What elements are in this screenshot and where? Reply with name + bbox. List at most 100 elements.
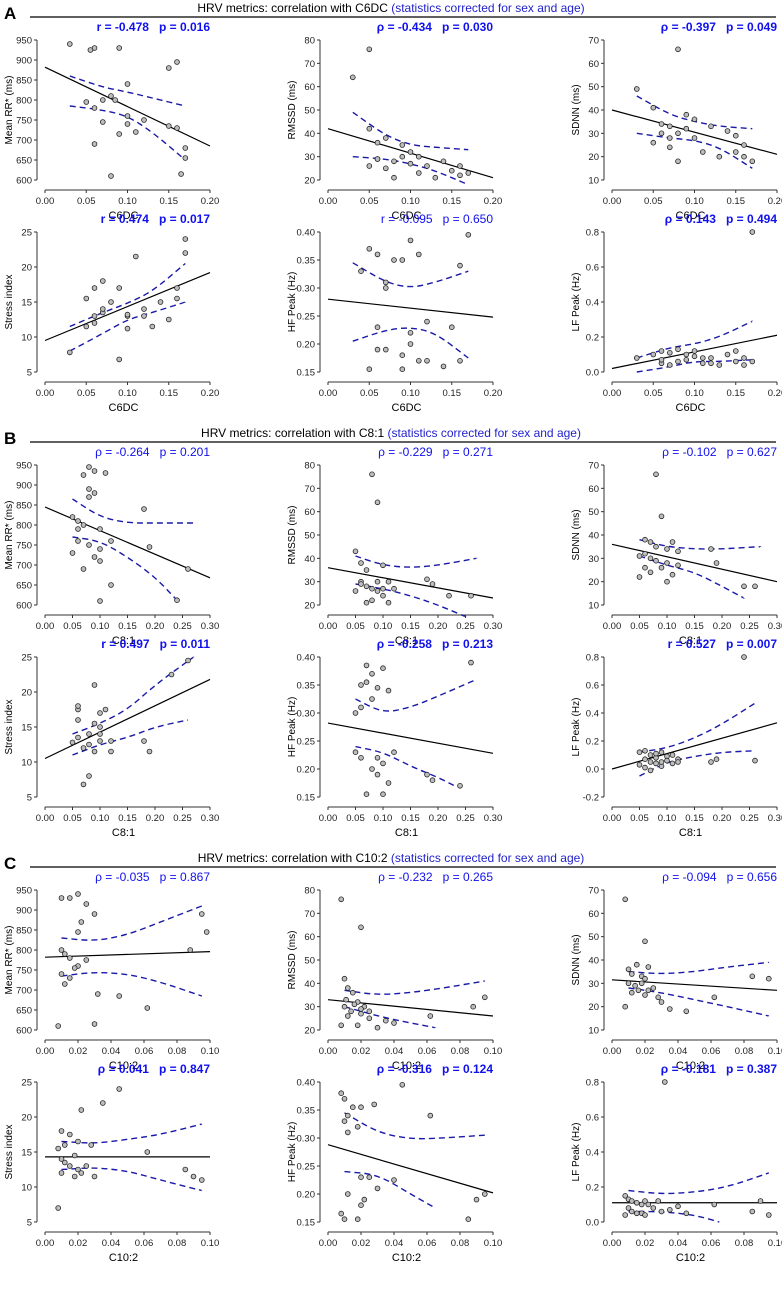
data-point: [366, 246, 373, 252]
data-point: [141, 306, 147, 312]
y-tick-label: 0.20: [297, 340, 316, 351]
data-point: [187, 947, 194, 953]
y-tick-label: 750: [16, 966, 32, 977]
y-tick-label: 30: [304, 577, 315, 588]
data-point: [664, 578, 670, 585]
x-tick-label: 0.10: [685, 196, 704, 207]
data-point: [457, 782, 463, 789]
data-point: [655, 994, 661, 1001]
stat-label: r: [101, 637, 106, 651]
data-point: [374, 588, 381, 594]
ci-upper-band: [628, 1172, 770, 1195]
y-tick-label: 40: [588, 531, 599, 542]
x-tick-label: 0.15: [401, 813, 420, 824]
chart-b-5: 0.15 0.20 0.25 0.30 0.35 0.40 0.00 0.05 0.10 0.15…: [287, 637, 502, 839]
data-point: [448, 167, 455, 174]
data-point: [71, 965, 78, 971]
x-tick-label: 0.00: [36, 196, 55, 207]
y-tick-label: 0.25: [297, 1162, 316, 1173]
data-point: [144, 1005, 151, 1011]
y-tick-label: 0.20: [297, 1190, 316, 1201]
stat-label: r: [381, 212, 385, 226]
y-tick-label: 25: [21, 1078, 32, 1089]
y-tick-label: 5: [27, 1218, 32, 1229]
stat-eq: =: [101, 20, 115, 34]
data-point: [653, 543, 659, 550]
y-tick-label: 900: [16, 906, 32, 917]
y-axis-label: HF Peak (Hz): [287, 272, 298, 333]
y-tick-label: 0.40: [297, 1078, 316, 1089]
y-tick-label: 70: [304, 484, 315, 495]
x-tick-label: 0.05: [360, 388, 379, 399]
x-tick-label: 0.00: [36, 1046, 55, 1057]
data-point: [374, 324, 381, 331]
panel-title-main: HRV metrics: correlation with C8:1: [201, 426, 384, 440]
chart-a-3: 10 20 30 40 50 60 70 0.00 0.05 0.10 0.15 0.20 C6DC SD…: [571, 20, 782, 222]
y-tick-label: 50: [304, 531, 315, 542]
x-tick-label: 0.08: [168, 1238, 187, 1249]
data-point: [675, 346, 681, 353]
ci-lower-band: [636, 132, 753, 169]
regression-line: [44, 506, 211, 579]
data-point: [374, 156, 381, 162]
data-point: [108, 738, 114, 744]
y-tick-label: 15: [21, 1148, 32, 1159]
data-point: [391, 174, 397, 181]
x-tick-label: 0.10: [768, 1238, 782, 1249]
data-point: [178, 171, 184, 177]
p-value: 0.627: [747, 445, 777, 459]
y-tick-label: 0.25: [297, 312, 316, 323]
p-value: 0.265: [463, 870, 493, 884]
data-point: [642, 747, 648, 754]
y-tick-label: 25: [21, 653, 32, 664]
x-tick-label: 0.05: [346, 621, 365, 632]
stat-value: 0.041: [119, 1062, 149, 1076]
data-point: [182, 1166, 189, 1173]
data-point: [71, 1152, 78, 1159]
data-point: [369, 766, 375, 772]
data-point: [382, 285, 389, 291]
y-tick-label: 0.15: [297, 793, 316, 804]
y-tick-label: 0.6: [586, 263, 599, 274]
x-tick-label: 0.10: [374, 621, 393, 632]
data-point: [102, 706, 109, 713]
y-tick-label: 40: [588, 106, 599, 117]
x-tick-label: 0.05: [644, 388, 663, 399]
data-point: [642, 1212, 648, 1218]
p-value: 0.494: [747, 212, 777, 226]
y-tick-label: 900: [16, 56, 32, 67]
p-label: p =: [443, 212, 463, 226]
p-value: 0.011: [181, 637, 211, 651]
y-tick-label: -0.2: [583, 793, 599, 804]
ci-upper-band: [344, 980, 485, 995]
chart-a-6: 0.0 0.2 0.4 0.6 0.8 0.00 0.05 0.10 0.15 0.20 C6DC L…: [571, 212, 782, 414]
data-point: [647, 555, 654, 562]
ci-lower-band: [69, 105, 186, 161]
data-point: [182, 145, 189, 151]
data-point: [91, 141, 98, 147]
stat-value: -0.478: [115, 20, 149, 34]
data-point: [108, 582, 114, 588]
x-axis-label: C8:1: [112, 635, 135, 647]
x-tick-label: 0.06: [418, 1238, 437, 1249]
data-point: [358, 704, 364, 711]
ci-lower-band: [352, 327, 469, 359]
stat-value: -0.035: [116, 870, 150, 884]
p-label: p =: [159, 1062, 180, 1076]
x-tick-label: 0.10: [401, 196, 420, 207]
data-point: [446, 592, 452, 599]
x-tick-label: 0.05: [630, 621, 649, 632]
stat-label: ρ: [377, 20, 384, 34]
ci-upper-band: [639, 702, 756, 753]
data-point: [174, 597, 180, 603]
data-point: [407, 329, 414, 336]
data-point: [642, 975, 648, 982]
data-point: [642, 938, 648, 945]
data-point: [55, 1145, 61, 1152]
data-point: [650, 985, 657, 991]
x-tick-label: 0.04: [669, 1046, 688, 1057]
y-tick-label: 30: [588, 554, 599, 565]
data-point: [708, 759, 714, 765]
x-tick-label: 0.10: [484, 1238, 503, 1249]
